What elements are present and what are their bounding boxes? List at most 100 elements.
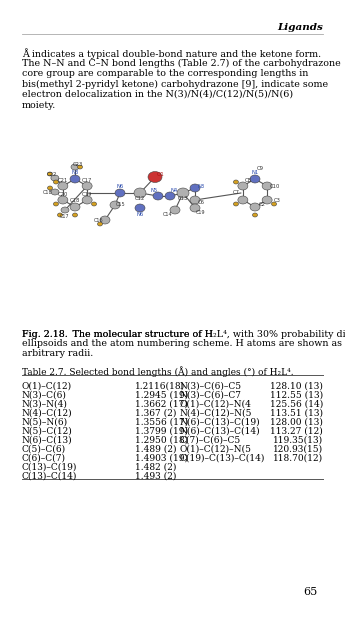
Text: C(5)–C(6): C(5)–C(6) — [22, 445, 66, 454]
Ellipse shape — [98, 222, 102, 226]
Text: Table 2.7. Selected bond lengths (Å) and angles (°) of H₂L⁴.: Table 2.7. Selected bond lengths (Å) and… — [22, 366, 294, 377]
Text: C13: C13 — [178, 196, 188, 202]
Ellipse shape — [70, 203, 80, 211]
Text: C10: C10 — [270, 184, 280, 189]
Text: 128.10 (13): 128.10 (13) — [270, 382, 323, 391]
Ellipse shape — [190, 196, 200, 204]
Text: Ligands: Ligands — [277, 23, 323, 32]
Text: C20: C20 — [58, 191, 68, 196]
Text: N(4)–C(12)–N(5: N(4)–C(12)–N(5 — [180, 409, 253, 418]
Text: ellipsoids and the atom numbering scheme. H atoms are shown as small spheres of: ellipsoids and the atom numbering scheme… — [22, 339, 345, 349]
Text: 113.27 (12): 113.27 (12) — [270, 427, 323, 436]
Text: C19: C19 — [196, 211, 206, 216]
Text: N1: N1 — [252, 170, 259, 175]
Text: N(6)–C(13): N(6)–C(13) — [22, 436, 73, 445]
Text: 1.4903 (19): 1.4903 (19) — [135, 454, 188, 463]
Text: O1: O1 — [157, 172, 165, 177]
Text: 1.2116(18): 1.2116(18) — [135, 382, 185, 391]
Text: C(7)–C(6)–C5: C(7)–C(6)–C5 — [180, 436, 241, 445]
Text: O(1)–C(12)–N(4: O(1)–C(12)–N(4 — [180, 400, 252, 409]
Text: 1.493 (2): 1.493 (2) — [135, 472, 176, 481]
Text: 112.55 (13): 112.55 (13) — [270, 391, 323, 400]
Text: 120.93(15): 120.93(15) — [273, 445, 323, 454]
Text: N(5)–N(6): N(5)–N(6) — [22, 418, 68, 427]
Ellipse shape — [72, 213, 78, 217]
Text: moiety.: moiety. — [22, 100, 56, 109]
Ellipse shape — [61, 207, 69, 213]
Text: N(5)–C(12): N(5)–C(12) — [22, 427, 73, 436]
Text: electron delocalization in the N(3)/N(4)/C(12)/N(5)/N(6): electron delocalization in the N(3)/N(4)… — [22, 90, 293, 99]
Text: C21: C21 — [58, 177, 68, 182]
Ellipse shape — [51, 175, 59, 181]
Text: C7: C7 — [233, 191, 239, 195]
Text: C17: C17 — [60, 214, 70, 218]
Text: 65: 65 — [303, 587, 317, 597]
Text: C23: C23 — [73, 161, 83, 166]
Ellipse shape — [71, 164, 79, 170]
Text: C16: C16 — [94, 218, 104, 223]
Text: The N–N and C–N bond lengths (Table 2.7) of the carbohydrazone: The N–N and C–N bond lengths (Table 2.7)… — [22, 58, 341, 68]
Text: N3: N3 — [197, 184, 205, 189]
Ellipse shape — [153, 192, 163, 200]
Ellipse shape — [82, 182, 92, 190]
Text: C(13)–C(19): C(13)–C(19) — [22, 463, 77, 472]
Text: 128.00 (13): 128.00 (13) — [270, 418, 323, 427]
Text: N(6)–C(13)–C(14): N(6)–C(13)–C(14) — [180, 427, 260, 436]
Text: O(1)–C(12)–N(5: O(1)–C(12)–N(5 — [180, 445, 252, 454]
Text: bis(methyl 2-pyridyl ketone) carbohydrazone [9], indicate some: bis(methyl 2-pyridyl ketone) carbohydraz… — [22, 79, 328, 88]
Text: C(19)–C(13)–C(14): C(19)–C(13)–C(14) — [180, 454, 265, 463]
Text: C3: C3 — [274, 198, 280, 202]
Text: C22: C22 — [47, 173, 57, 177]
Ellipse shape — [190, 184, 200, 192]
Text: C(13)–C(14): C(13)–C(14) — [22, 472, 77, 481]
Text: Å indicates a typical double-bond nature and the ketone form.: Å indicates a typical double-bond nature… — [22, 48, 321, 59]
Ellipse shape — [262, 196, 272, 204]
Text: C2: C2 — [259, 202, 266, 207]
Text: N5: N5 — [150, 188, 158, 193]
Ellipse shape — [165, 192, 175, 200]
Text: O(1)–C(12): O(1)–C(12) — [22, 382, 72, 391]
Ellipse shape — [135, 204, 145, 212]
Text: C12: C12 — [135, 196, 145, 202]
Text: N8: N8 — [71, 170, 79, 175]
Ellipse shape — [48, 186, 52, 190]
Text: N(3)–C(6)–C5: N(3)–C(6)–C5 — [180, 382, 242, 391]
Text: 1.2945 (19): 1.2945 (19) — [135, 391, 188, 400]
Text: N(3)–N(4): N(3)–N(4) — [22, 400, 68, 409]
Text: C9: C9 — [256, 166, 264, 172]
Text: C17: C17 — [82, 177, 92, 182]
Text: C14: C14 — [163, 212, 173, 218]
Text: core group are comparable to the corresponding lengths in: core group are comparable to the corresp… — [22, 69, 308, 78]
Text: C6: C6 — [197, 200, 205, 205]
Text: 1.3556 (17): 1.3556 (17) — [135, 418, 188, 427]
Ellipse shape — [58, 213, 62, 217]
Text: N4: N4 — [170, 188, 178, 193]
Text: 1.2950 (18): 1.2950 (18) — [135, 436, 188, 445]
Ellipse shape — [253, 213, 257, 217]
Ellipse shape — [170, 206, 180, 214]
Ellipse shape — [234, 202, 238, 206]
Ellipse shape — [53, 202, 58, 206]
Text: 119.35(13): 119.35(13) — [273, 436, 323, 445]
Ellipse shape — [190, 204, 200, 212]
Text: 1.482 (2): 1.482 (2) — [135, 463, 176, 472]
Ellipse shape — [148, 172, 162, 182]
Text: Fig. 2.18. The molecular structure of H₂L⁴, with 30% probability displacement: Fig. 2.18. The molecular structure of H₂… — [22, 330, 345, 339]
Text: C18: C18 — [70, 198, 80, 204]
Ellipse shape — [51, 189, 59, 195]
Text: 113.51 (13): 113.51 (13) — [270, 409, 323, 418]
Text: 118.70(12): 118.70(12) — [273, 454, 323, 463]
Ellipse shape — [53, 180, 58, 184]
Ellipse shape — [47, 172, 52, 176]
Text: N6: N6 — [136, 211, 144, 216]
Text: N(4)–C(12): N(4)–C(12) — [22, 409, 73, 418]
Ellipse shape — [82, 196, 92, 204]
Text: 1.3799 (19): 1.3799 (19) — [135, 427, 188, 436]
Ellipse shape — [262, 182, 272, 190]
Text: Fig. 2.18. The molecular structure of H: Fig. 2.18. The molecular structure of H — [22, 330, 213, 339]
Ellipse shape — [177, 188, 189, 198]
Ellipse shape — [272, 202, 277, 206]
Text: 1.3662 (17): 1.3662 (17) — [135, 400, 188, 409]
Text: N(3)–C(6)–C7: N(3)–C(6)–C7 — [180, 391, 242, 400]
Ellipse shape — [134, 188, 146, 198]
